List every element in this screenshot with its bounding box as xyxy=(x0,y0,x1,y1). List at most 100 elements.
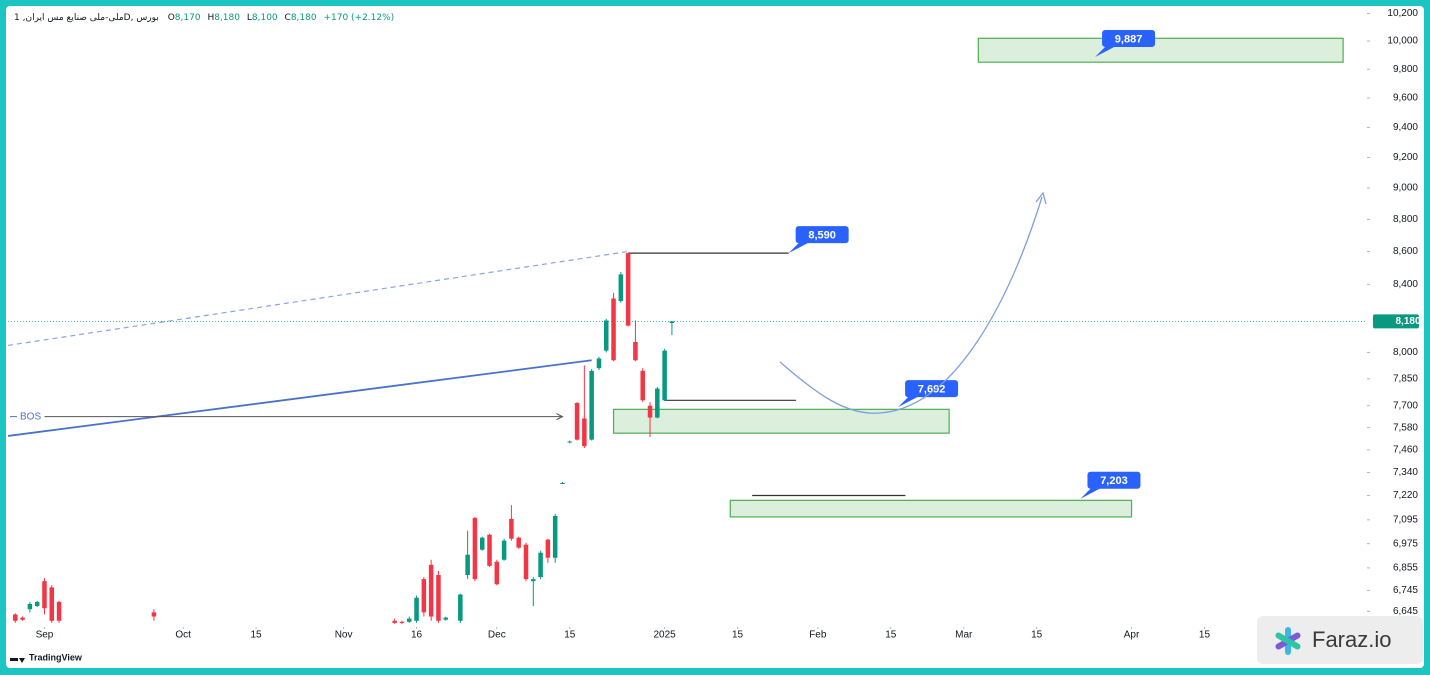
candle-body xyxy=(487,534,492,566)
y-tick-label: 8,800 xyxy=(1393,214,1418,225)
candle-body xyxy=(647,405,653,418)
candle-body xyxy=(42,581,47,609)
candle-body xyxy=(531,579,536,582)
projection-arrowhead xyxy=(1035,191,1047,205)
candle-body xyxy=(596,358,602,369)
candle-body xyxy=(625,253,631,326)
candle-body xyxy=(552,515,558,558)
callout-label: 7,203 xyxy=(1100,475,1128,487)
y-tick-label: 9,800 xyxy=(1393,64,1418,75)
candle-body xyxy=(34,601,40,607)
ohlc-key: L xyxy=(247,13,252,23)
bos-arrowhead xyxy=(556,413,564,421)
brand-logo xyxy=(10,658,25,663)
last-price-label: 8,180 xyxy=(1395,316,1420,327)
x-tick-label: 16 xyxy=(411,630,423,641)
candle-body xyxy=(20,617,25,620)
y-tick-label: 8,000 xyxy=(1393,347,1418,358)
candle-body xyxy=(582,418,587,447)
x-tick-label: Feb xyxy=(809,630,827,641)
zone xyxy=(729,499,1133,518)
callout-label: 7,692 xyxy=(918,384,946,396)
x-tick-label: 15 xyxy=(885,630,897,641)
candle-body xyxy=(662,350,667,401)
candle-body xyxy=(501,540,507,560)
change: +170 (+2.12%) xyxy=(323,13,394,23)
brand-name: TradingView xyxy=(29,652,83,662)
x-tick-label: Oct xyxy=(175,630,191,641)
y-tick-label: 7,580 xyxy=(1393,422,1418,433)
header: ملی-ملی صنایع مس ایران, 1D, بورس O8,170 … xyxy=(14,13,394,23)
candle-body xyxy=(421,579,427,613)
y-tick-label: 7,700 xyxy=(1393,400,1418,411)
candle-body xyxy=(49,587,55,621)
candle-body xyxy=(436,575,441,621)
candle-body xyxy=(479,537,485,550)
last-price-box xyxy=(1373,314,1419,329)
x-tick-label: 15 xyxy=(250,630,262,641)
candle-body xyxy=(655,388,660,418)
callout-pointer xyxy=(1095,45,1117,57)
x-tick-label: 15 xyxy=(564,630,576,641)
y-tick-label: 6,855 xyxy=(1393,563,1418,574)
candle-body xyxy=(392,620,397,623)
x-tick-label: Dec xyxy=(488,630,506,641)
candle-body xyxy=(399,621,405,623)
y-tick-label: 9,400 xyxy=(1393,122,1418,133)
candle-body xyxy=(589,370,594,440)
watermark-box xyxy=(1257,616,1423,664)
x-tick-label: 15 xyxy=(1031,630,1043,641)
candle-body xyxy=(407,618,412,622)
trendline xyxy=(7,250,629,347)
y-tick-label: 9,000 xyxy=(1393,183,1418,194)
candle-body xyxy=(538,552,543,578)
callout-box xyxy=(1102,29,1156,47)
zone xyxy=(612,408,950,434)
candle-body xyxy=(640,370,645,401)
chart-background xyxy=(6,6,1424,668)
y-tick-label: 6,975 xyxy=(1393,538,1418,549)
callout-pointer xyxy=(1080,487,1102,499)
candle-body xyxy=(13,614,18,621)
y-tick-label: 6,745 xyxy=(1393,585,1418,596)
brand: TradingView xyxy=(10,652,83,663)
candle-body xyxy=(560,483,565,485)
y-tick-label: 10,000 xyxy=(1387,36,1418,47)
y-tick-label: 8,600 xyxy=(1393,246,1418,257)
candle-body xyxy=(618,274,624,302)
callout-label: 8,590 xyxy=(808,230,836,242)
callout-box xyxy=(905,380,959,398)
ohlc-value: 8,170 xyxy=(175,13,201,23)
candle-body xyxy=(509,518,514,539)
candle-body xyxy=(523,544,529,580)
watermark: Faraz.io xyxy=(1257,616,1423,664)
y-tick-label: 9,200 xyxy=(1393,152,1418,163)
y-tick-label: 9,600 xyxy=(1393,93,1418,104)
candle-body xyxy=(414,597,419,621)
ohlc-value: 8,100 xyxy=(252,13,278,23)
candle-body xyxy=(56,601,62,621)
y-tick-label: 7,340 xyxy=(1393,467,1418,478)
x-tick-label: Mar xyxy=(955,630,973,641)
candle-body xyxy=(574,402,580,440)
x-tick-label: Sep xyxy=(36,630,54,641)
x-tick-label: 2025 xyxy=(653,630,676,641)
y-tick-label: 7,460 xyxy=(1393,445,1418,456)
watermark-icon xyxy=(1275,627,1301,655)
x-tick-label: Apr xyxy=(1124,630,1140,641)
projection-curve xyxy=(779,196,1043,414)
candle-body xyxy=(611,298,616,361)
plot: 10,200 10,000 9,800 9,600 9,400 9,200 9,000 8,8… xyxy=(7,8,1421,641)
candle-body xyxy=(458,594,463,621)
x-tick-label: 15 xyxy=(1199,630,1211,641)
candle-body xyxy=(472,517,478,580)
ohlc-value: 8,180 xyxy=(214,13,240,23)
y-tick-label: 10,200 xyxy=(1387,8,1418,19)
x-tick-label: 15 xyxy=(732,630,744,641)
callout-box xyxy=(795,226,849,244)
candle-body xyxy=(428,564,434,617)
candle-body xyxy=(633,341,638,361)
callout-pointer xyxy=(788,242,810,254)
watermark-text: Faraz.io xyxy=(1312,627,1391,652)
candle-body xyxy=(545,539,551,558)
